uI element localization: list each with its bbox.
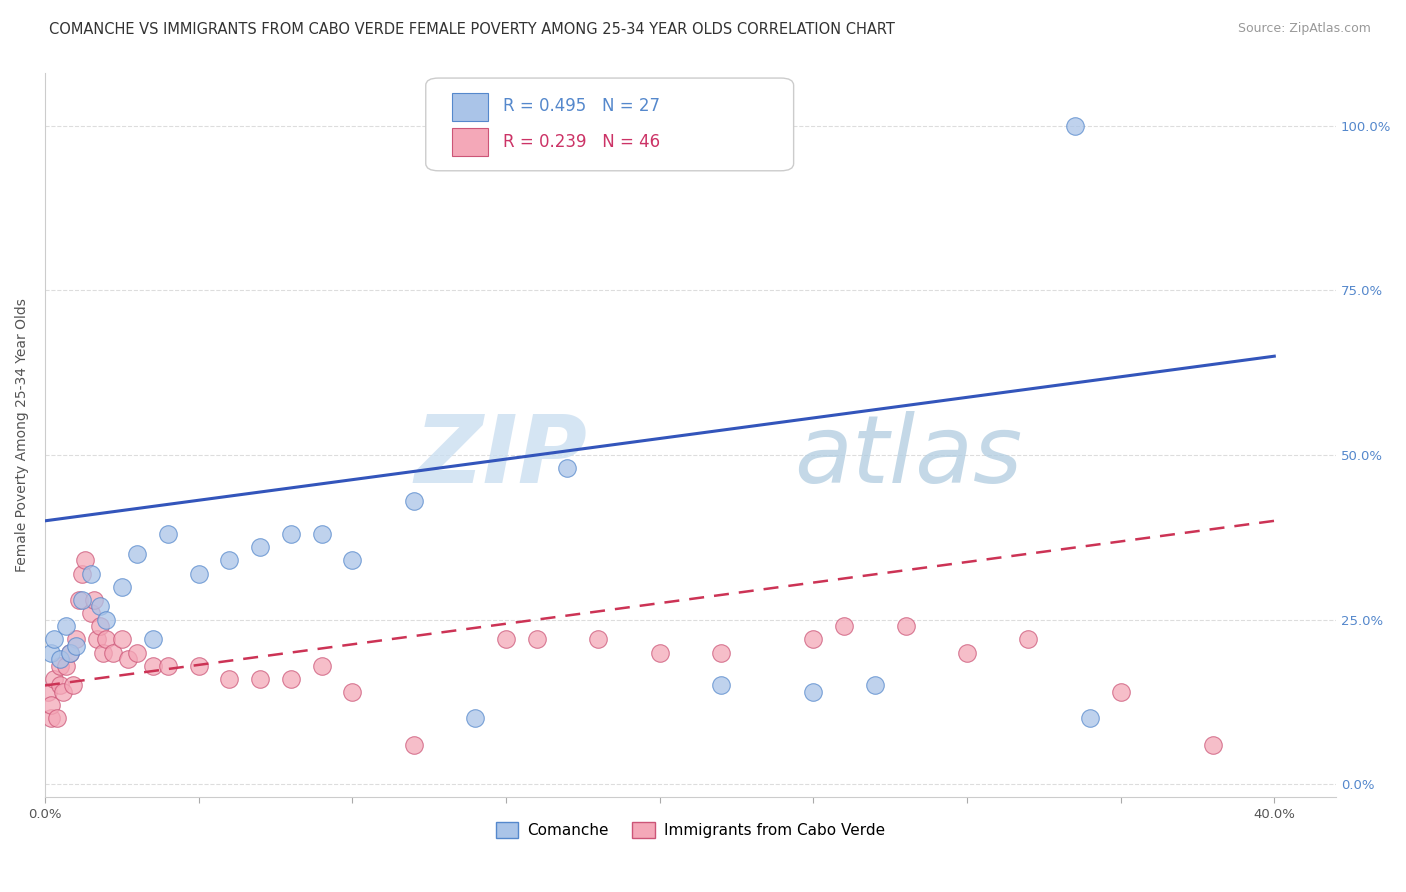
Point (710, 678, 733, 692)
Point (89, 599, 111, 614)
Point (44, 632, 66, 647)
Point (557, 461, 579, 475)
Point (1017, 632, 1039, 647)
Point (39, 698, 62, 713)
Point (44, 672, 66, 686)
Point (342, 553, 364, 567)
Point (70, 566, 93, 581)
Point (218, 553, 240, 567)
Text: COMANCHE VS IMMIGRANTS FROM CABO VERDE FEMALE POVERTY AMONG 25-34 YEAR OLDS CORR: COMANCHE VS IMMIGRANTS FROM CABO VERDE F… (49, 22, 896, 37)
Point (1078, 711, 1101, 725)
Point (526, 632, 548, 647)
Point (49, 678, 72, 692)
Point (70, 592, 93, 607)
Point (55, 658, 77, 673)
Point (96, 632, 118, 647)
Text: R = 0.239   N = 46: R = 0.239 N = 46 (503, 133, 661, 151)
Point (39, 646, 62, 660)
Point (311, 658, 333, 673)
Y-axis label: Female Poverty Among 25-34 Year Olds: Female Poverty Among 25-34 Year Olds (15, 298, 30, 572)
Point (111, 632, 134, 647)
Point (73, 553, 96, 567)
FancyBboxPatch shape (426, 78, 793, 170)
Point (1063, 119, 1085, 133)
FancyBboxPatch shape (451, 128, 488, 156)
Point (65, 632, 87, 647)
Text: ZIP: ZIP (415, 411, 588, 503)
Point (280, 527, 302, 541)
Point (117, 652, 139, 666)
Point (402, 494, 425, 508)
Point (52, 685, 75, 699)
Point (464, 711, 486, 725)
Point (402, 738, 425, 752)
Point (648, 646, 671, 660)
Point (280, 672, 302, 686)
Point (141, 658, 163, 673)
Point (49, 652, 72, 666)
Text: Source: ZipAtlas.com: Source: ZipAtlas.com (1237, 22, 1371, 36)
Point (62, 678, 84, 692)
Point (58, 646, 80, 660)
Point (127, 646, 149, 660)
Point (249, 540, 271, 554)
Text: atlas: atlas (793, 411, 1022, 502)
Point (894, 619, 917, 633)
Point (218, 672, 240, 686)
Point (249, 672, 271, 686)
Point (187, 566, 209, 581)
Legend: Comanche, Immigrants from Cabo Verde: Comanche, Immigrants from Cabo Verde (489, 816, 891, 844)
Point (141, 632, 163, 647)
Point (80, 606, 103, 620)
Point (49, 658, 72, 673)
Point (710, 646, 733, 660)
Text: R = 0.495   N = 27: R = 0.495 N = 27 (503, 97, 661, 115)
Point (46, 711, 69, 725)
Point (86, 632, 108, 647)
Point (67, 592, 90, 607)
Point (1202, 738, 1225, 752)
Point (111, 580, 134, 594)
Point (96, 613, 118, 627)
Point (956, 646, 979, 660)
Point (93, 646, 115, 660)
Point (801, 632, 824, 647)
Point (187, 658, 209, 673)
Point (342, 685, 364, 699)
Point (55, 619, 77, 633)
Point (39, 711, 62, 725)
Point (1109, 685, 1132, 699)
Point (156, 658, 179, 673)
Point (311, 527, 333, 541)
Point (65, 639, 87, 653)
Point (89, 619, 111, 633)
Point (156, 527, 179, 541)
Point (801, 685, 824, 699)
Point (37, 685, 59, 699)
Point (863, 678, 886, 692)
Point (58, 646, 80, 660)
Point (83, 592, 105, 607)
Point (127, 547, 149, 561)
Point (495, 632, 517, 647)
Point (832, 619, 855, 633)
Point (101, 646, 124, 660)
Point (80, 566, 103, 581)
Point (586, 632, 609, 647)
FancyBboxPatch shape (451, 93, 488, 120)
